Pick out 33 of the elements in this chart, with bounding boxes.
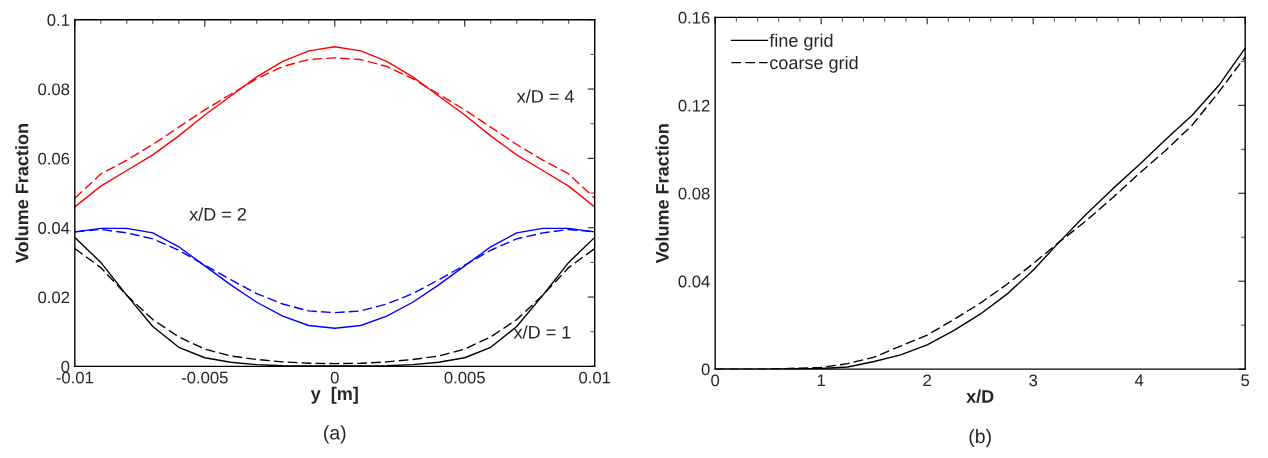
annotation: x/D = 4 [516, 89, 574, 103]
x-tick-label: 0 [711, 374, 720, 387]
y-tick-label: 0.08 [38, 83, 70, 96]
y-tick-label: 0.08 [678, 187, 710, 200]
x-tick-label: 0.005 [444, 371, 485, 384]
x-axis-title: y [m] [310, 386, 358, 404]
y-tick-label: 0.02 [38, 291, 70, 304]
x-tick-label: 2 [923, 374, 931, 387]
annotation: x/D = 2 [189, 207, 246, 221]
x-tick-label: -0.005 [181, 371, 228, 384]
text: (b) [969, 428, 991, 448]
x-tick-label: 5 [1241, 374, 1250, 387]
x-tick-label: -0.01 [56, 371, 93, 384]
x-tick-label: 0.01 [579, 371, 611, 384]
y-tick-label: 0.04 [678, 275, 710, 288]
y-tick-label: 0.04 [38, 222, 70, 234]
y-tick-label: 0.06 [38, 152, 70, 165]
x-tick-label: 4 [1134, 374, 1144, 387]
y-axis-title: Volume Fraction [15, 124, 29, 263]
y-axis-title: Volume Fraction [655, 124, 669, 264]
y-tick-label: 0.16 [678, 11, 710, 24]
legend-label: coarse grid [770, 55, 858, 73]
x-tick-label: 1 [817, 374, 825, 387]
x-axis-title: x/D [966, 389, 994, 403]
text: (a) [324, 425, 346, 444]
y-tick-label: 0 [701, 363, 710, 376]
y-tick-label: 0 [61, 360, 70, 373]
y-tick-label: 0.1 [47, 14, 70, 26]
y-tick-label: 0.12 [678, 99, 710, 112]
x-tick-label: 0 [330, 371, 339, 384]
annotation: x/D = 1 [513, 325, 571, 339]
x-tick-label: 3 [1029, 374, 1038, 387]
legend-label: fine grid [769, 33, 833, 51]
